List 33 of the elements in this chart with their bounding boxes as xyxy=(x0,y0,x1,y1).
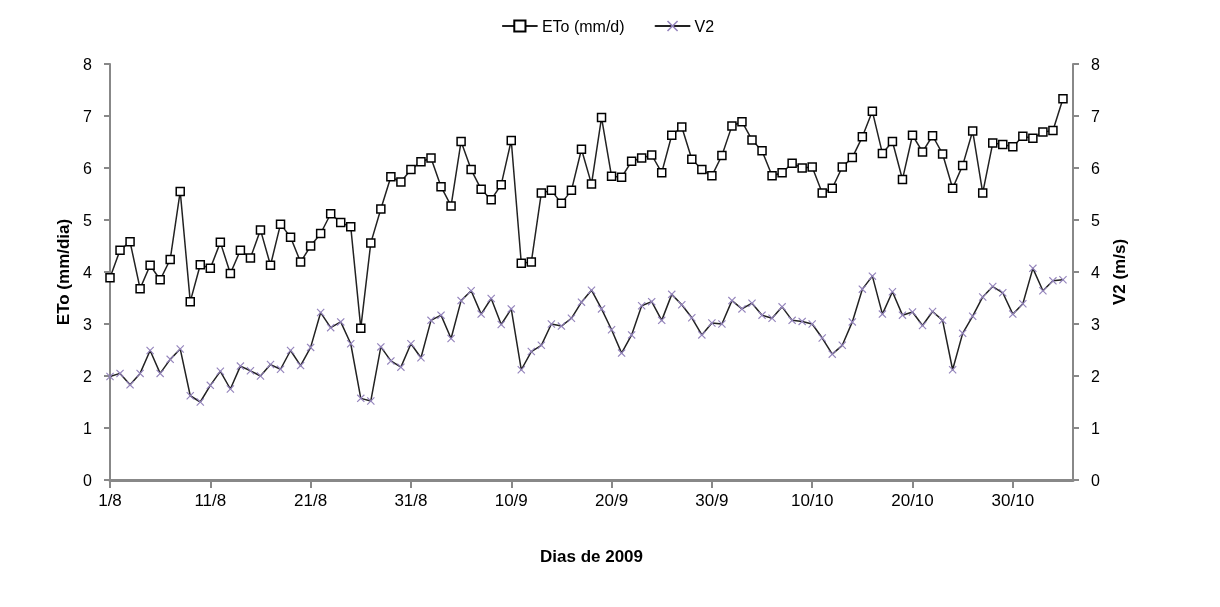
y-axis-title: ETo (mm/dia) xyxy=(54,218,73,326)
x-tick-label: 30/10 xyxy=(991,491,1035,510)
x-tick-label: 10/10 xyxy=(790,491,834,510)
y-tick-label: 7 xyxy=(83,107,93,125)
y2-tick-label: 2 xyxy=(1091,367,1100,385)
y2-axis-title: V2 (m/s) xyxy=(1110,238,1129,306)
y2-tick-label: 8 xyxy=(1091,55,1100,73)
y2-tick-label: 5 xyxy=(1091,211,1100,229)
x-tick-label: 11/8 xyxy=(194,491,227,510)
y2-tick-label: 1 xyxy=(1091,419,1100,437)
y2-tick-label: 6 xyxy=(1091,159,1100,177)
y-tick-label: 2 xyxy=(83,367,93,385)
x-tick-label: 21/8 xyxy=(294,491,328,510)
y-tick-label: 3 xyxy=(83,315,93,333)
y-tick-label: 1 xyxy=(83,419,93,437)
y2-tick-label: 3 xyxy=(1091,315,1100,333)
y-tick-label: 6 xyxy=(83,159,93,177)
legend-label: ETo (mm/d) xyxy=(541,17,625,35)
x-tick-label: 10/9 xyxy=(494,491,528,510)
y2-tick-label: 7 xyxy=(1091,107,1100,125)
y2-tick-label: 0 xyxy=(1091,471,1100,489)
x-tick-label: 20/10 xyxy=(891,491,934,510)
y2-tick-label: 4 xyxy=(1091,263,1100,281)
x-axis-title: Dias de 2009 xyxy=(539,547,644,566)
x-tick-label: 20/9 xyxy=(595,491,629,510)
y-tick-label: 0 xyxy=(83,471,93,489)
y-tick-label: 8 xyxy=(83,55,93,73)
x-tick-label: 30/9 xyxy=(695,491,729,510)
y-tick-label: 4 xyxy=(83,263,93,281)
legend-label: V2 xyxy=(694,17,715,35)
x-tick-label: 31/8 xyxy=(394,491,428,510)
x-tick-label: 1/8 xyxy=(98,491,122,510)
y-tick-label: 5 xyxy=(83,211,93,229)
